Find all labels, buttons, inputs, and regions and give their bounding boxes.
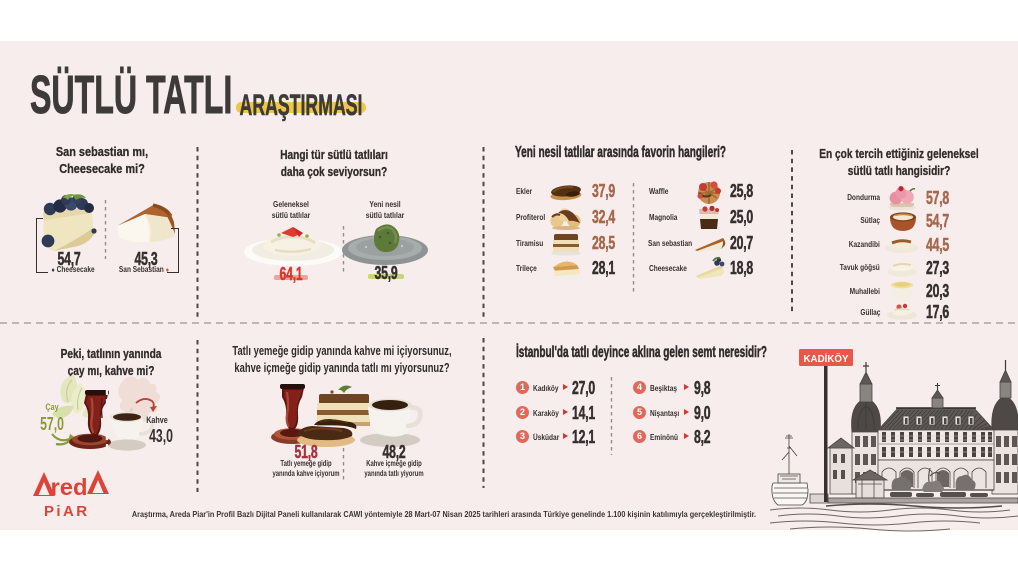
svg-text:red: red xyxy=(51,474,88,500)
svg-text:PiAR: PiAR xyxy=(44,503,89,519)
svg-text:KADİKÖY: KADİKÖY xyxy=(804,352,849,365)
